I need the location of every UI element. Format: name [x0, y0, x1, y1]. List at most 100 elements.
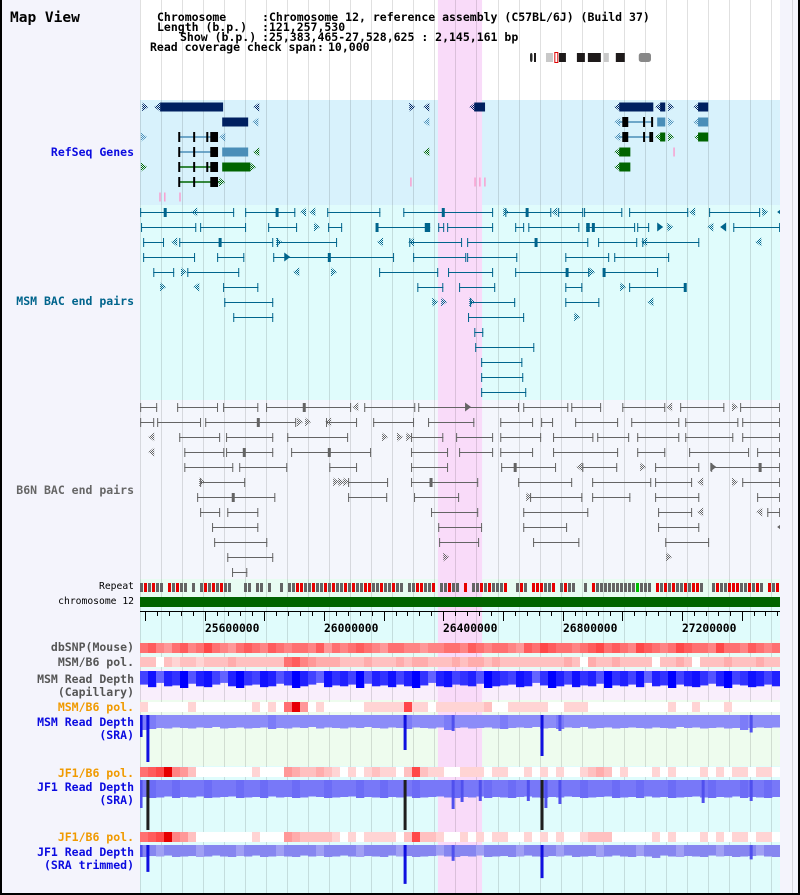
bac-end-pair[interactable] — [642, 238, 700, 247]
bac-pair-start-tick[interactable] — [227, 553, 229, 562]
bac-end-pair[interactable] — [187, 268, 240, 277]
gene-intron-line[interactable] — [179, 181, 220, 183]
gene-forward-arrow-icon[interactable] — [142, 102, 149, 112]
bac-pair-line[interactable] — [665, 542, 710, 543]
bac-pair-start-tick[interactable] — [505, 208, 507, 217]
bac-pair-end-tick[interactable] — [272, 313, 274, 322]
ideogram-band[interactable] — [530, 53, 533, 62]
bac-pair-line[interactable] — [637, 452, 666, 453]
bac-pair-start-tick[interactable] — [597, 433, 599, 442]
bac-end-pair[interactable] — [143, 253, 196, 262]
bac-pair-start-tick[interactable] — [553, 433, 555, 442]
bac-end-pair[interactable] — [273, 253, 395, 262]
bac-end-pair[interactable] — [523, 523, 568, 532]
bac-end-pair[interactable] — [475, 343, 535, 352]
bac-end-pair[interactable] — [409, 238, 463, 247]
bac-forward-end-icon[interactable] — [314, 222, 321, 232]
bac-pair-line[interactable] — [205, 422, 297, 423]
bac-pair-line[interactable] — [604, 272, 659, 273]
bac-pair-start-tick[interactable] — [184, 448, 186, 457]
bac-end-pair[interactable] — [411, 463, 449, 472]
bac-pair-end-tick[interactable] — [555, 463, 557, 472]
bac-pair-line[interactable] — [689, 452, 750, 453]
bac-pair-end-tick[interactable] — [492, 433, 494, 442]
bac-pair-line[interactable] — [232, 572, 248, 573]
bac-pair-line[interactable] — [582, 467, 618, 468]
bac-pair-end-tick[interactable] — [617, 448, 619, 457]
bac-pair-start-tick[interactable] — [456, 433, 458, 442]
bac-end-marker[interactable] — [327, 253, 331, 262]
bac-pair-start-tick[interactable] — [438, 223, 440, 232]
bac-reverse-end-icon[interactable] — [191, 207, 198, 217]
bac-end-pair[interactable] — [501, 463, 557, 472]
bac-end-pair[interactable] — [565, 253, 610, 262]
bac-pair-line[interactable] — [153, 272, 175, 273]
bac-end-pair[interactable] — [157, 418, 202, 427]
bac-pair-line[interactable] — [459, 287, 496, 288]
bac-end-pair[interactable] — [266, 403, 352, 412]
bac-pair-line[interactable] — [629, 287, 686, 288]
bac-pair-end-tick[interactable] — [664, 448, 666, 457]
bac-pair-start-tick[interactable] — [447, 223, 449, 232]
bac-pair-end-tick[interactable] — [698, 493, 700, 502]
bac-reverse-end-icon[interactable] — [777, 523, 783, 532]
bac-pair-start-tick[interactable] — [143, 238, 145, 247]
bac-pair-end-tick[interactable] — [257, 508, 259, 517]
bac-end-pair[interactable] — [143, 238, 165, 247]
bac-pair-line[interactable] — [212, 527, 259, 528]
bac-end-pair[interactable] — [637, 448, 666, 457]
bac-pair-start-tick[interactable] — [226, 433, 228, 442]
bac-pair-line[interactable] — [685, 437, 734, 438]
bac-pair-end-tick[interactable] — [678, 433, 680, 442]
bac-end-pair[interactable] — [709, 208, 761, 217]
bac-pair-end-tick[interactable] — [492, 208, 494, 217]
bac-pair-start-tick[interactable] — [379, 268, 381, 277]
bac-pair-end-tick[interactable] — [628, 433, 630, 442]
bac-pair-end-tick[interactable] — [477, 478, 479, 487]
bac-reverse-end-icon[interactable] — [666, 402, 673, 412]
bac-end-marker[interactable] — [591, 223, 595, 232]
bac-pair-line[interactable] — [565, 287, 583, 288]
bac-pair-start-tick[interactable] — [233, 313, 235, 322]
bac-pair-line[interactable] — [417, 287, 444, 288]
bac-end-marker[interactable] — [602, 268, 606, 277]
bac-pair-end-tick[interactable] — [246, 568, 248, 577]
bac-pair-start-tick[interactable] — [157, 418, 159, 427]
bac-end-pair[interactable] — [200, 508, 221, 517]
gene-reverse-arrow-icon[interactable] — [614, 117, 621, 127]
bac-pair-start-tick[interactable] — [409, 238, 411, 247]
bac-end-pair[interactable] — [637, 433, 680, 442]
bac-pair-line[interactable] — [468, 317, 525, 318]
gene-exon-box[interactable] — [474, 102, 486, 112]
bac-end-marker[interactable] — [242, 448, 246, 457]
bac-forward-end-icon[interactable] — [441, 297, 448, 307]
bac-end-pair[interactable] — [474, 328, 484, 337]
bac-end-pair[interactable] — [428, 418, 475, 427]
bac-pair-start-tick[interactable] — [523, 403, 525, 412]
bac-pair-line[interactable] — [711, 467, 780, 468]
bac-pair-line[interactable] — [592, 482, 652, 483]
bac-end-marker[interactable] — [327, 448, 331, 457]
bac-forward-end-icon[interactable] — [406, 432, 413, 442]
bac-pair-start-tick[interactable] — [685, 433, 687, 442]
bac-pair-line[interactable] — [373, 422, 415, 423]
bac-pair-end-tick[interactable] — [779, 493, 780, 502]
bac-end-pair[interactable] — [598, 238, 638, 247]
bac-pair-end-tick[interactable] — [245, 223, 247, 232]
bac-end-pair[interactable] — [757, 448, 780, 457]
bac-pair-end-tick[interactable] — [414, 403, 416, 412]
bac-pair-start-tick[interactable] — [680, 403, 682, 412]
bac-pair-start-tick[interactable] — [223, 283, 225, 292]
bac-pair-start-tick[interactable] — [439, 538, 441, 547]
bac-pair-start-tick[interactable] — [518, 478, 520, 487]
bac-pair-start-tick[interactable] — [575, 418, 577, 427]
bac-forward-end-icon[interactable] — [284, 252, 291, 262]
bac-end-pair[interactable] — [586, 223, 636, 232]
bac-pair-start-tick[interactable] — [467, 253, 469, 262]
bac-end-pair[interactable] — [456, 433, 494, 442]
bac-end-pair[interactable] — [329, 463, 358, 472]
bac-pair-end-tick[interactable] — [588, 268, 590, 277]
bac-pair-line[interactable] — [530, 497, 583, 498]
bac-pair-end-tick[interactable] — [217, 403, 219, 412]
bac-pair-start-tick[interactable] — [214, 538, 216, 547]
